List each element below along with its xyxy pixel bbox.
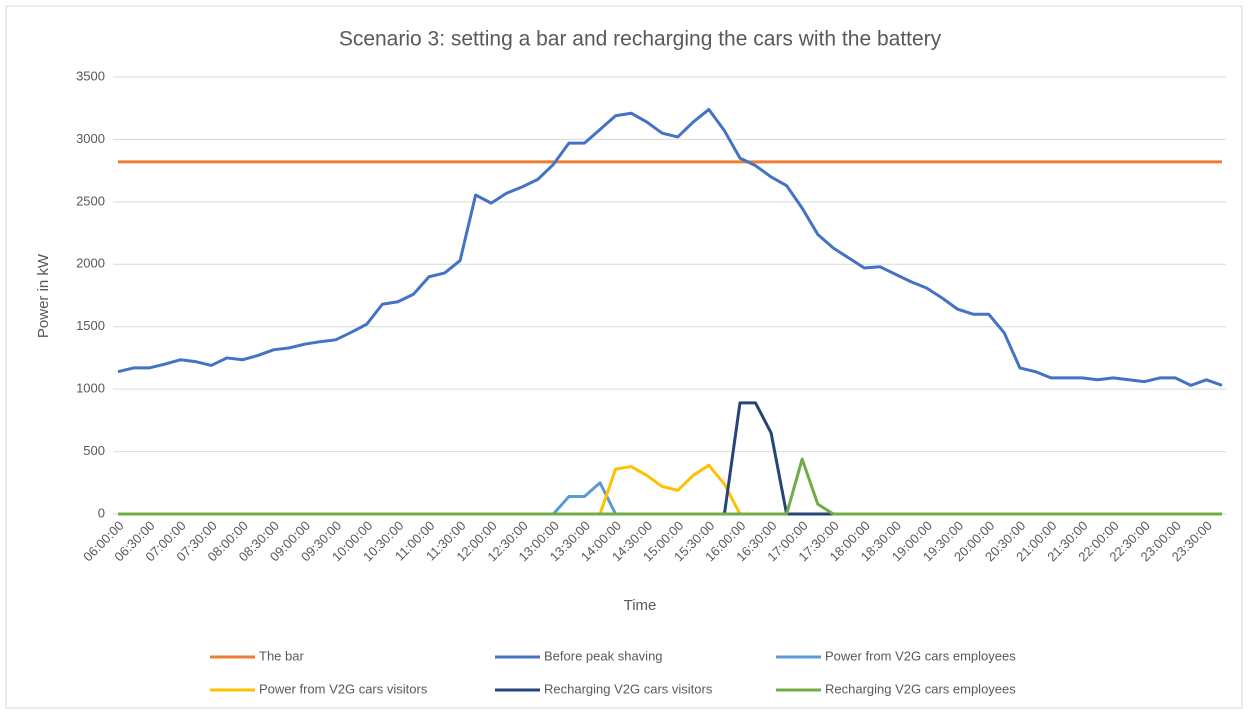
line-series <box>118 457 1222 516</box>
chart-border <box>5 5 1243 709</box>
legend-label: Power from V2G cars employees <box>825 648 1016 663</box>
legend-label: The bar <box>259 648 304 663</box>
y-axis-title: Power in kW <box>35 253 52 338</box>
line-series <box>117 107 1223 387</box>
y-tick-label: 2500 <box>76 193 105 208</box>
y-tick-label: 2000 <box>76 256 105 271</box>
y-tick-label: 0 <box>98 505 105 520</box>
chart-title: Scenario 3: setting a bar and recharging… <box>339 28 942 51</box>
y-tick-label: 3000 <box>76 131 105 146</box>
x-axis-title: Time <box>624 597 657 614</box>
legend-label: Recharging V2G cars employees <box>825 681 1016 696</box>
legend-label: Recharging V2G cars visitors <box>544 681 713 696</box>
y-tick-label: 1000 <box>76 381 105 396</box>
y-tick-label: 3500 <box>76 68 105 83</box>
y-tick-label: 1500 <box>76 318 105 333</box>
y-tick-label: 500 <box>83 443 105 458</box>
legend-label: Before peak shaving <box>544 648 663 663</box>
legend-label: Power from V2G cars visitors <box>259 681 428 696</box>
